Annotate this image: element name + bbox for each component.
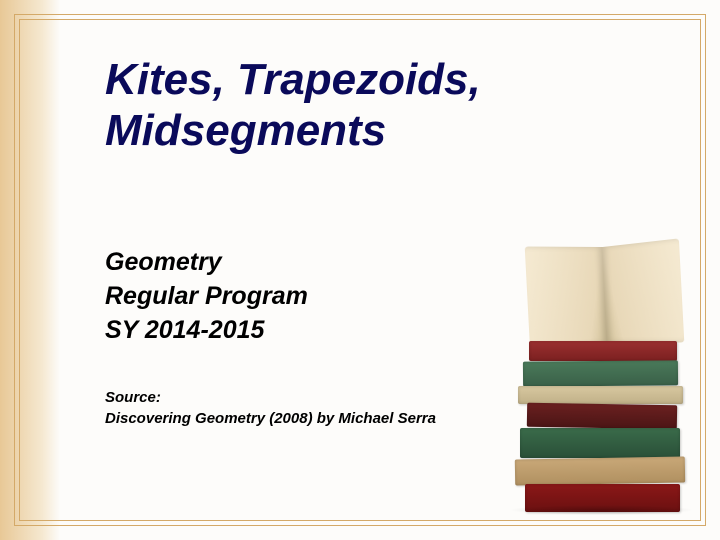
stacked-books-icon bbox=[515, 341, 685, 512]
open-book-icon bbox=[530, 243, 680, 345]
slide-title: Kites, Trapezoids, Midsegments bbox=[105, 55, 690, 156]
book-stack-illustration bbox=[485, 212, 685, 512]
title-line-2: Midsegments bbox=[105, 106, 690, 157]
title-line-1: Kites, Trapezoids, bbox=[105, 55, 690, 106]
